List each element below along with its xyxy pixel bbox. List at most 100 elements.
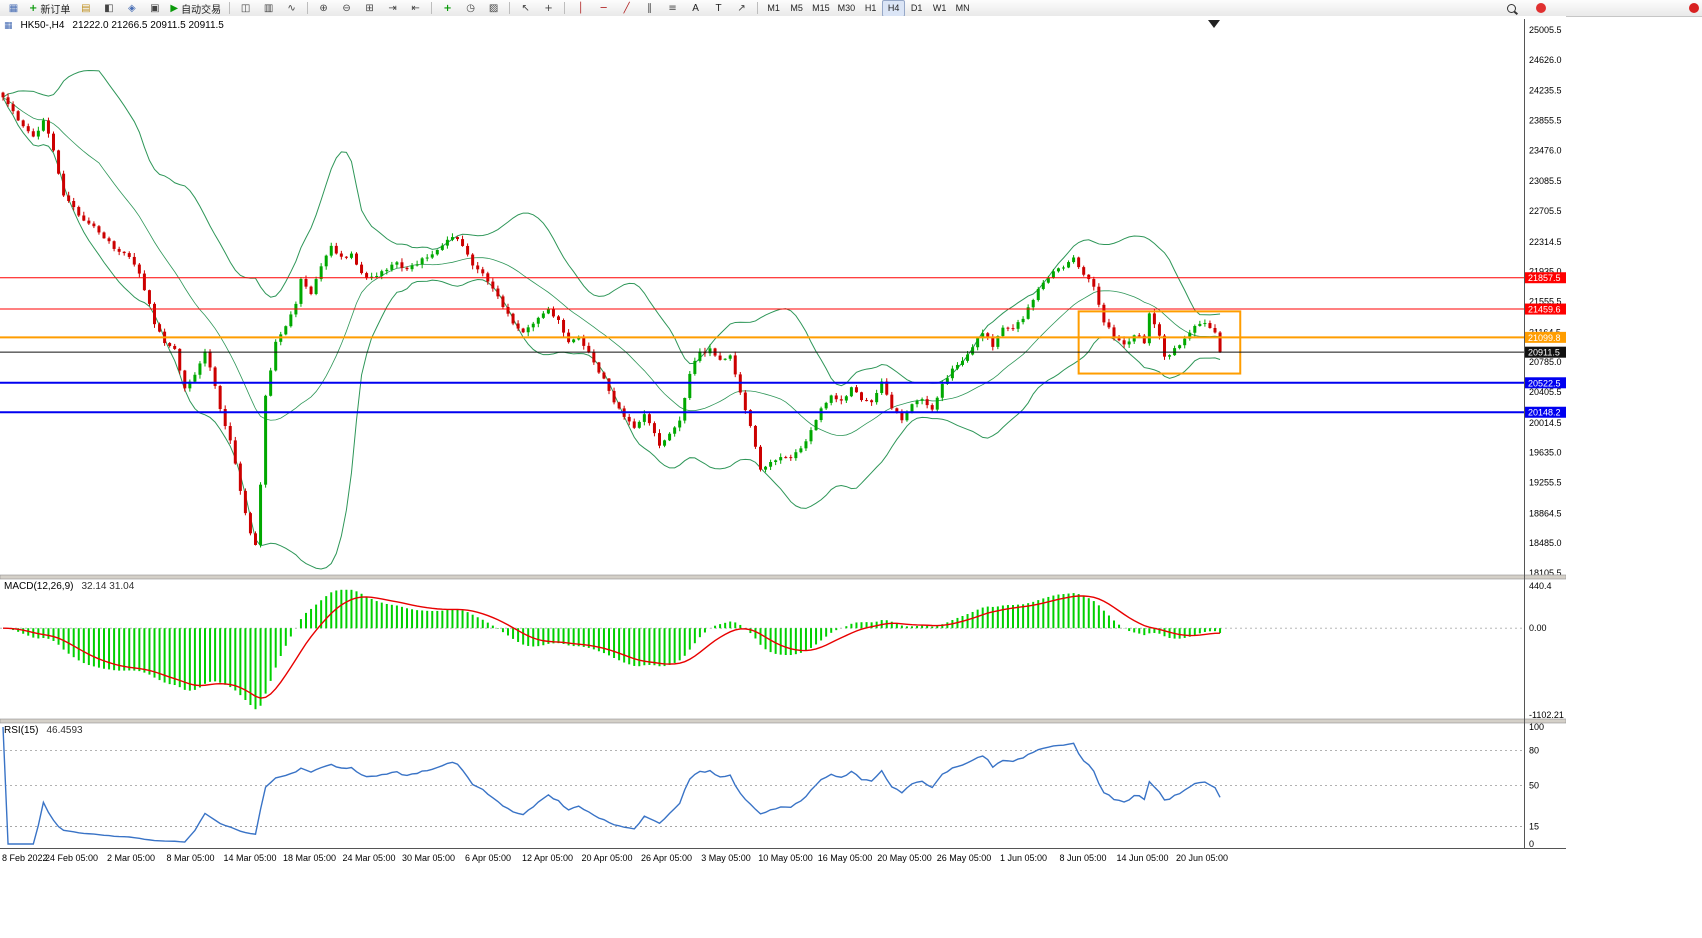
bollinger-middle-band xyxy=(2,96,1221,437)
trendline-button[interactable]: ╱ xyxy=(615,0,638,17)
timeframe-m5-label: M5 xyxy=(790,3,803,13)
rectangle-object[interactable] xyxy=(1077,310,1242,375)
candle-body xyxy=(365,273,369,279)
candle-body xyxy=(1168,355,1172,357)
arrows-icon: ↗ xyxy=(737,2,746,14)
chart-window-icon: ▦ xyxy=(4,20,13,31)
terminal-icon: ▣ xyxy=(150,2,160,14)
time-axis-label: 30 Mar 05:00 xyxy=(402,853,455,863)
candle-body xyxy=(97,226,101,233)
toolbar-separator xyxy=(757,2,759,14)
macd-axis-label: 440.4 xyxy=(1529,581,1552,591)
candle-body xyxy=(753,425,757,447)
timeframe-m15-button[interactable]: M15 xyxy=(808,0,834,17)
panel-separator[interactable] xyxy=(0,574,1566,580)
timeframe-m30-button[interactable]: M30 xyxy=(834,0,860,17)
candle-body xyxy=(395,262,399,265)
candle-body xyxy=(698,351,702,361)
bar-chart-icon: ◫ xyxy=(240,2,251,14)
chart-shift-marker[interactable] xyxy=(1208,20,1220,28)
price-axis-label: 23476.0 xyxy=(1529,145,1562,155)
templates-button[interactable]: ▨ xyxy=(482,0,505,17)
indicators-button[interactable]: + xyxy=(436,0,459,17)
timeframe-h4-button[interactable]: H4 xyxy=(882,0,906,17)
candle-body xyxy=(678,420,682,428)
candle-body xyxy=(804,441,808,449)
candle-body xyxy=(718,355,722,360)
chart-canvas[interactable]: 25005.5 24626.0 24235.5 23855.5 23476.0 23085… xyxy=(0,16,1566,868)
candle-body xyxy=(309,286,313,294)
bar-chart-button[interactable]: ◫ xyxy=(234,0,257,17)
zoom-out-button[interactable]: ⊖ xyxy=(335,0,358,17)
label-tool-button[interactable]: T xyxy=(707,0,730,17)
navigator-button[interactable]: ◈ xyxy=(120,0,143,17)
candlestick-chart-button[interactable]: ▥ xyxy=(257,0,280,17)
market-watch-icon: ▤ xyxy=(81,2,91,14)
candle-body xyxy=(945,378,949,384)
candle-body xyxy=(72,200,76,208)
cursor-button[interactable]: ↖ xyxy=(514,0,537,17)
candle-body xyxy=(708,348,712,354)
candle-body xyxy=(895,408,899,413)
chart-shift-icon: ⇤ xyxy=(411,2,420,14)
notifications-button[interactable] xyxy=(1529,0,1552,17)
zoom-in-button[interactable]: ⊕ xyxy=(312,0,335,17)
timeframe-d1-button[interactable]: D1 xyxy=(905,0,928,17)
candle-body xyxy=(11,104,15,112)
data-window-button[interactable]: ◧ xyxy=(97,0,120,17)
candle-body xyxy=(1107,322,1111,328)
candle-body xyxy=(950,368,954,379)
price-chart-area[interactable] xyxy=(1,69,1222,570)
chart-shift-button[interactable]: ⇤ xyxy=(404,0,427,17)
candle-body xyxy=(1011,328,1015,330)
candle-body xyxy=(743,392,747,411)
candle-body xyxy=(46,120,50,134)
auto-scroll-button[interactable]: ⇥ xyxy=(381,0,404,17)
line-chart-button[interactable]: ∿ xyxy=(280,0,303,17)
search-button[interactable] xyxy=(1500,0,1523,17)
auto-trading-button[interactable]: ▶ 自动交易 xyxy=(166,0,225,17)
new-order-button[interactable]: + 新订单 xyxy=(25,0,74,17)
candle-body xyxy=(1137,335,1141,337)
candle-body xyxy=(1147,313,1151,344)
timeframe-m1-label: M1 xyxy=(767,3,780,13)
vertical-line-button[interactable]: │ xyxy=(569,0,592,17)
timeframe-w1-button[interactable]: W1 xyxy=(928,0,951,17)
timeframe-m5-button[interactable]: M5 xyxy=(785,0,808,17)
terminal-button[interactable]: ▣ xyxy=(143,0,166,17)
candle-body xyxy=(62,173,66,196)
arrows-button[interactable]: ↗ xyxy=(730,0,753,17)
equidistant-channel-button[interactable]: ∥ xyxy=(638,0,661,17)
candle-body xyxy=(471,254,475,266)
market-watch-button[interactable]: ▤ xyxy=(74,0,97,17)
fibonacci-button[interactable]: ≡ xyxy=(661,0,684,17)
candle-body xyxy=(1188,332,1192,339)
candle-body xyxy=(476,265,480,270)
timeframe-m1-button[interactable]: M1 xyxy=(762,0,785,17)
candle-body xyxy=(652,423,656,434)
candle-body xyxy=(491,281,495,289)
text-tool-button[interactable]: A xyxy=(684,0,707,17)
horizontal-line-button[interactable]: ─ xyxy=(592,0,615,17)
chart-window[interactable]: 25005.5 24626.0 24235.5 23855.5 23476.0 23085… xyxy=(0,16,1566,868)
rsi-axis-label: 100 xyxy=(1529,722,1544,732)
chart-window-button[interactable]: ▦ xyxy=(2,0,25,17)
candle-body xyxy=(910,404,914,412)
time-axis-label: 2 Mar 05:00 xyxy=(107,853,155,863)
notification-corner-badge[interactable] xyxy=(1689,3,1699,13)
tile-windows-button[interactable]: ⊞ xyxy=(358,0,381,17)
time-axis-label: 14 Jun 05:00 xyxy=(1116,853,1168,863)
price-axis-label: 19635.0 xyxy=(1529,448,1562,458)
candle-body xyxy=(683,397,687,421)
bollinger-upper-band xyxy=(2,69,1221,387)
timeframe-mn-button[interactable]: MN xyxy=(951,0,974,17)
candle-body xyxy=(764,466,768,470)
panel-separator[interactable] xyxy=(0,718,1566,724)
candle-body xyxy=(137,264,141,274)
timeframe-h1-button[interactable]: H1 xyxy=(859,0,882,17)
price-axis-label: 22705.5 xyxy=(1529,206,1562,216)
candle-body xyxy=(976,338,980,348)
candle-body xyxy=(955,364,959,369)
periods-button[interactable]: ◷ xyxy=(459,0,482,17)
crosshair-button[interactable]: + xyxy=(537,0,560,17)
